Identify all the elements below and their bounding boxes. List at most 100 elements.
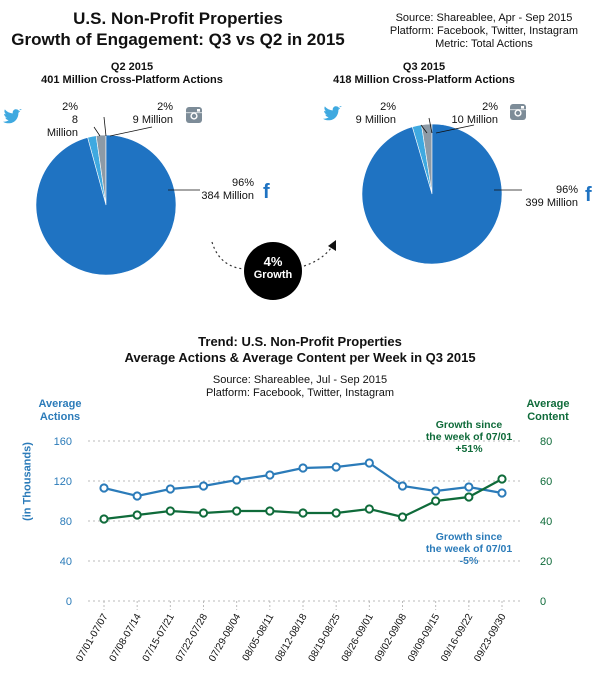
trend-source: Source: Shareablee, Jul - Sep 2015 Platf… (0, 374, 600, 400)
data-point (298, 508, 308, 518)
data-point (431, 496, 441, 506)
pie-q2-subtitle: 401 Million Cross-Platform Actions (41, 74, 223, 86)
x-tick-label: 08/26-09/01 (340, 612, 376, 664)
right-axis-title-line1: Average (526, 398, 570, 410)
pie-q2-title: Q2 2015 (110, 61, 154, 73)
slice-pct: 2% (62, 101, 78, 113)
pie-q3-instagram-label: 2% 10 Million (436, 101, 498, 127)
left-tick-label: 0 (66, 596, 72, 608)
slice-value: 9 Million (132, 114, 173, 126)
twitter-icon (323, 106, 342, 121)
x-tick-label: 09/23-09/30 (472, 612, 508, 664)
source-line3: Metric: Total Actions (435, 38, 533, 50)
pie-q2-facebook-label: 96% 384 Million (186, 177, 254, 203)
growth-badge: 4% Growth (244, 242, 302, 300)
annotation-line: +51% (455, 443, 483, 455)
data-point (464, 482, 474, 492)
x-tick-label: 07/01-07/07 (74, 612, 110, 664)
slice-pct: 96% (231, 177, 254, 189)
x-tick-label: 07/15-07/21 (141, 612, 177, 664)
slice-value: 8 Million (46, 114, 78, 139)
growth-label: Growth (253, 269, 293, 281)
right-tick-label: 40 (540, 516, 552, 528)
data-point (165, 484, 175, 494)
twitter-icon (3, 109, 22, 124)
right-axis-title: Average Content (520, 398, 576, 424)
data-point (165, 506, 175, 516)
left-tick-label: 80 (60, 516, 72, 528)
slice-pct: 2% (380, 101, 396, 113)
x-tick-label: 08/05-08/11 (241, 612, 277, 663)
pie-q3-heading: Q3 2015 418 Million Cross-Platform Actio… (304, 61, 544, 87)
data-point (331, 462, 341, 472)
pie-q2-twitter-label: 2% 8 Million (40, 101, 78, 140)
x-tick-label: 07/08-07/14 (108, 612, 144, 664)
main-title: U.S. Non-Profit Properties Growth of Eng… (8, 8, 348, 50)
data-point (99, 514, 109, 524)
right-tick-label: 80 (540, 436, 552, 448)
x-tick-label: 09/02-09/08 (373, 612, 409, 664)
pie-charts-svg: f f (3, 104, 592, 276)
source-line1: Source: Shareablee, Apr - Sep 2015 (395, 12, 573, 24)
annotation-line: Growth since (435, 531, 503, 543)
x-tick-label: 07/29-08/04 (207, 612, 243, 664)
trend-source-line2: Platform: Facebook, Twitter, Instagram (205, 387, 395, 399)
trend-title: Trend: U.S. Non-Profit Properties Averag… (0, 334, 600, 366)
leader-line (428, 117, 433, 134)
pie-q2-instagram-label: 2% 9 Million (118, 101, 173, 127)
source-note: Source: Shareablee, Apr - Sep 2015 Platf… (390, 12, 578, 51)
pie-q2-heading: Q2 2015 401 Million Cross-Platform Actio… (12, 61, 252, 87)
data-point (99, 483, 109, 493)
x-tick-label: 08/12-08/18 (273, 612, 309, 664)
left-tick-label: 160 (54, 436, 72, 448)
annotation-line: the week of 07/01 (425, 431, 513, 443)
data-point (265, 506, 275, 516)
facebook-icon: f (263, 181, 270, 203)
growth-percent: 4% (263, 254, 283, 269)
slice-value: 9 Million (355, 114, 396, 126)
leader-line (420, 124, 428, 134)
pie-q3-facebook-label: 96% 399 Million (510, 184, 578, 210)
data-point (232, 506, 242, 516)
growth-arrow-left (211, 241, 245, 270)
pie-q3 (361, 123, 503, 265)
pie-slice-facebook (361, 123, 503, 265)
leader-line (103, 116, 107, 137)
data-point (397, 512, 408, 522)
left-axis-title: Average Actions (32, 398, 88, 424)
left-tick-label: 120 (54, 476, 72, 488)
data-point (431, 486, 441, 496)
x-tick-label: 09/16-09/22 (439, 612, 475, 664)
main-title-line2: Growth of Engagement: Q3 vs Q2 in 2015 (11, 30, 345, 49)
right-tick-label: 60 (540, 476, 552, 488)
pie-q3-subtitle: 418 Million Cross-Platform Actions (333, 74, 515, 86)
data-point (198, 508, 209, 518)
data-point (397, 481, 408, 491)
right-tick-label: 0 (540, 596, 546, 608)
pie-q3-twitter-label: 2% 9 Million (352, 101, 396, 127)
trend-title-line1: Trend: U.S. Non-Profit Properties (198, 334, 402, 349)
trend-title-line2: Average Actions & Average Content per We… (124, 350, 476, 365)
slice-pct: 96% (555, 184, 578, 196)
right-axis-title-line2: Content (527, 411, 569, 423)
leader-line (435, 124, 475, 134)
data-point (132, 491, 142, 501)
growth-annotation-content: Growth since the week of 07/01 +51% (414, 419, 524, 455)
main-title-line1: U.S. Non-Profit Properties (73, 9, 283, 28)
trend-source-line1: Source: Shareablee, Jul - Sep 2015 (212, 374, 388, 386)
source-line2: Platform: Facebook, Twitter, Instagram (389, 25, 578, 37)
slice-value: 10 Million (451, 114, 498, 126)
pie-q3-title: Q3 2015 (402, 61, 446, 73)
x-tick-label: 09/09-09/15 (406, 612, 442, 664)
data-point (198, 481, 209, 491)
facebook-icon: f (585, 184, 592, 206)
data-point (497, 488, 507, 498)
growth-annotation-actions: Growth since the week of 07/01 -5% (414, 531, 524, 567)
data-point (265, 470, 275, 480)
data-point (298, 463, 308, 473)
slice-pct: 2% (157, 101, 173, 113)
instagram-icon (186, 107, 202, 123)
left-axis-title-line2: Actions (39, 411, 81, 423)
data-point (364, 458, 374, 468)
